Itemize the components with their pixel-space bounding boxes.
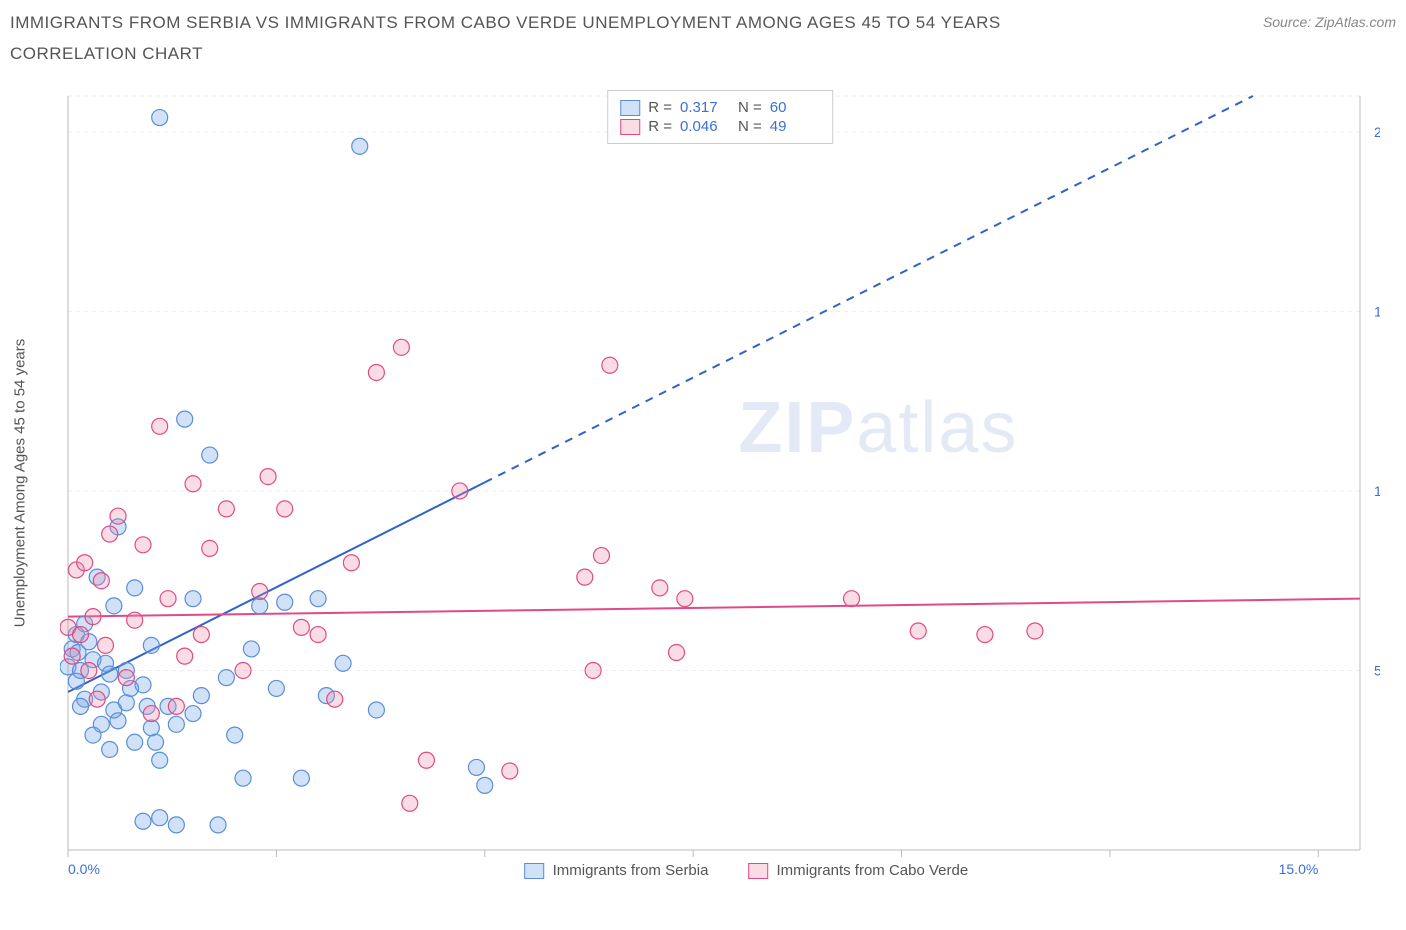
svg-text:15.0%: 15.0%: [1279, 861, 1319, 875]
scatter-plot: 0.0% 15.0% 5.0% 10.0% 15.0% 20.0%: [60, 90, 1380, 875]
legend-item: Immigrants from Serbia: [525, 862, 709, 879]
chart-title: IMMIGRANTS FROM SERBIA VS IMMIGRANTS FRO…: [10, 8, 1110, 69]
legend-row: R = 0.317 N = 60: [620, 99, 820, 116]
legend-row: R = 0.046 N = 49: [620, 118, 820, 135]
legend-label: Immigrants from Serbia: [553, 862, 709, 879]
n-value: 49: [770, 118, 820, 135]
legend-swatch: [525, 863, 545, 879]
svg-text:5.0%: 5.0%: [1374, 662, 1380, 678]
n-label: N =: [738, 99, 762, 116]
svg-text:20.0%: 20.0%: [1374, 124, 1380, 140]
r-label: R =: [648, 99, 672, 116]
n-value: 60: [770, 99, 820, 116]
r-value: 0.317: [680, 99, 730, 116]
y-axis-label: Unemployment Among Ages 45 to 54 years: [12, 338, 29, 627]
r-value: 0.046: [680, 118, 730, 135]
svg-text:0.0%: 0.0%: [68, 861, 100, 875]
svg-text:15.0%: 15.0%: [1374, 303, 1380, 319]
legend-swatch: [748, 863, 768, 879]
legend-correlation: R = 0.317 N = 60 R = 0.046 N = 49: [607, 90, 833, 144]
legend-series: Immigrants from Serbia Immigrants from Ca…: [525, 862, 969, 879]
r-label: R =: [648, 118, 672, 135]
svg-text:10.0%: 10.0%: [1374, 483, 1380, 499]
legend-label: Immigrants from Cabo Verde: [776, 862, 968, 879]
source-label: Source: ZipAtlas.com: [1263, 14, 1396, 30]
n-label: N =: [738, 118, 762, 135]
legend-swatch: [620, 119, 640, 135]
legend-item: Immigrants from Cabo Verde: [748, 862, 968, 879]
legend-swatch: [620, 100, 640, 116]
chart-area: Unemployment Among Ages 45 to 54 years Z…: [60, 90, 1380, 875]
